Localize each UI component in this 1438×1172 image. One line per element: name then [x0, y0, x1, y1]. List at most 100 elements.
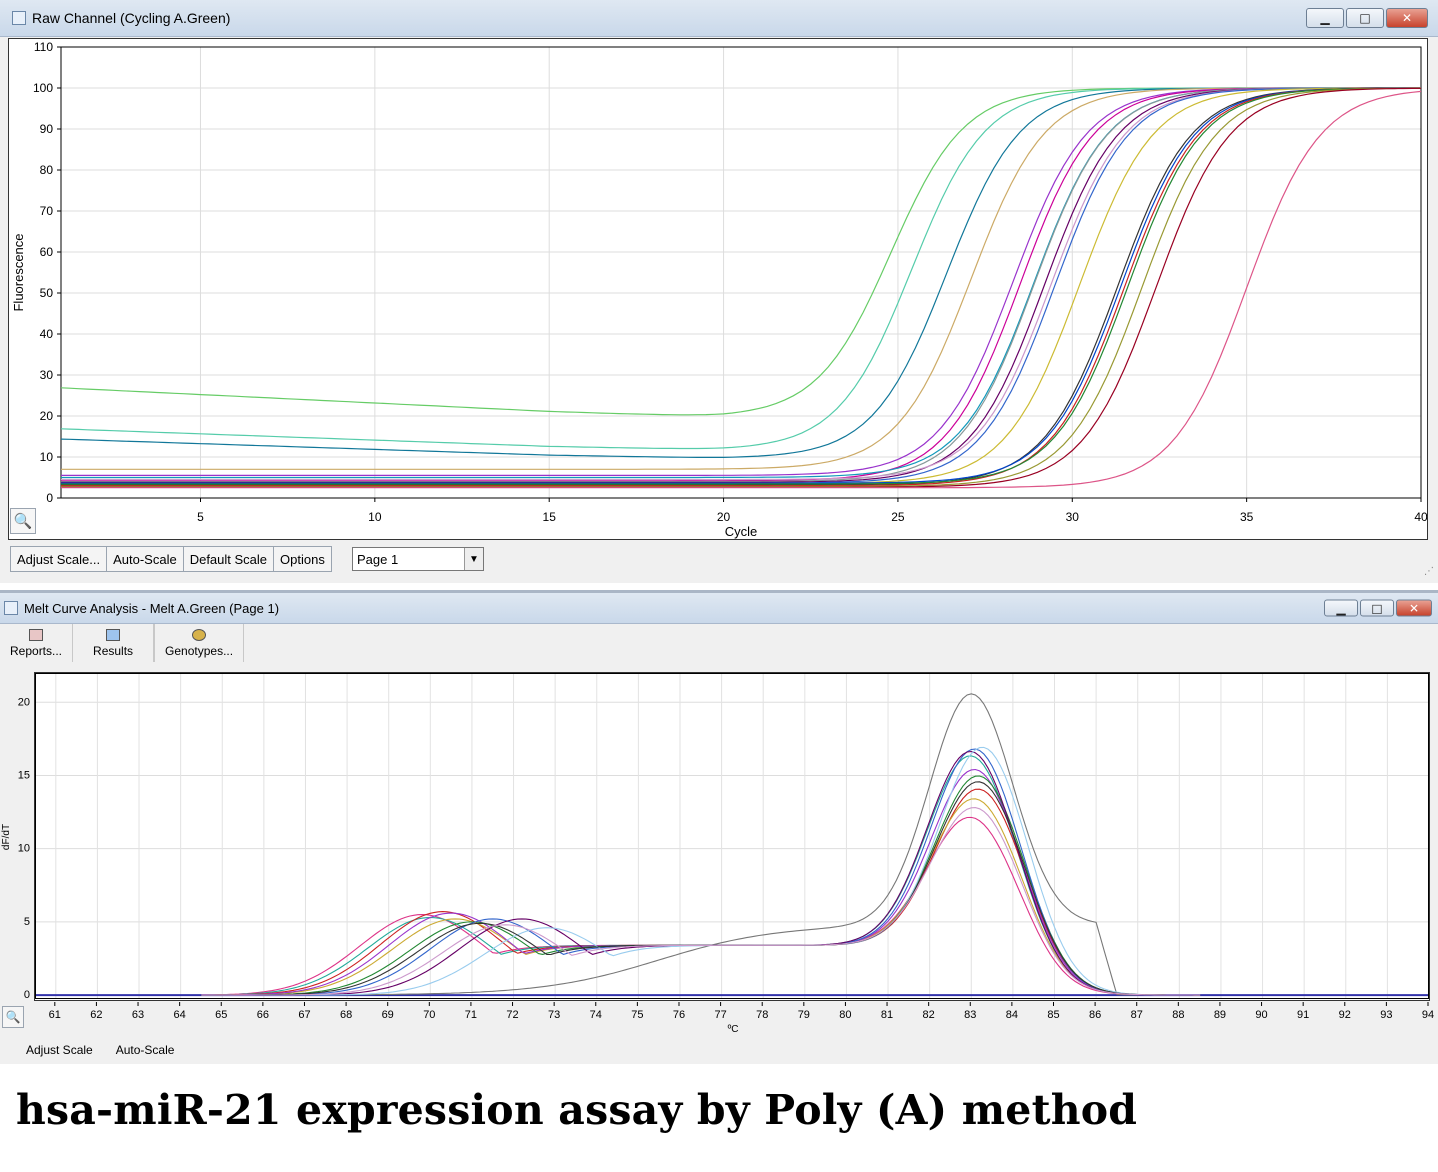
adjust-scale-button[interactable]: Adjust Scale...	[10, 546, 108, 572]
x-tick-label: 61	[49, 1009, 61, 1021]
genotypes-icon	[192, 628, 207, 641]
x-tick-label: 81	[881, 1009, 893, 1021]
x-tick-label: 76	[673, 1009, 685, 1021]
x-tick-label: 85	[1047, 1009, 1059, 1021]
x-tick-label: 89	[1214, 1009, 1226, 1021]
x-axis-label: ºC	[728, 1024, 739, 1035]
reports-label: Reports...	[10, 643, 63, 658]
resize-grip-icon[interactable]: ⋰	[1424, 566, 1434, 577]
x-tick-label: 67	[298, 1009, 310, 1021]
maximize-button[interactable]: □	[1346, 8, 1384, 28]
melt-curve	[201, 755, 1201, 996]
y-tick-label: 60	[40, 245, 54, 259]
y-tick-label: 0	[46, 491, 53, 505]
raw-channel-title: Raw Channel (Cycling A.Green)	[32, 10, 231, 26]
close-icon: ✕	[1401, 11, 1413, 25]
raw-channel-plot[interactable]: 0 10 20 30 40 50 60 70 80 90 100 110 5 10 15 20 25 30 35 40…	[8, 38, 1428, 540]
y-tick-label: 110	[34, 40, 53, 54]
melt-zoom-button[interactable]: 🔍	[2, 1006, 24, 1028]
melt-toolbar: Reports... Results Genotypes...	[0, 624, 1438, 662]
genotypes-button[interactable]: Genotypes...	[154, 624, 245, 662]
results-button[interactable]: Results	[73, 624, 155, 662]
raw-scale-buttons: Adjust Scale... Auto-Scale Default Scale…	[10, 546, 332, 572]
y-axis-label: dF/dT	[1, 824, 12, 850]
y-tick-label: 80	[40, 163, 54, 177]
y-tick-label: 90	[40, 122, 54, 136]
amplification-curve	[61, 87, 1421, 488]
melt-x-axis: 61 62 63 64 65 66 67 68 69 70 71 72 73 74 75 76 77 78 79 80…	[49, 1002, 1434, 1035]
melt-curve	[201, 746, 1201, 996]
x-tick-label: 83	[964, 1009, 976, 1021]
x-tick-label: 15	[543, 510, 557, 524]
amplification-curve	[61, 87, 1421, 481]
amplification-curve	[61, 87, 1421, 483]
melt-adjust-scale-button[interactable]: Adjust Scale	[26, 1043, 93, 1057]
amplification-curve	[61, 87, 1421, 485]
x-tick-label: 25	[891, 510, 905, 524]
raw-channel-titlebar[interactable]: Raw Channel (Cycling A.Green) ▁ □ ✕	[0, 0, 1438, 37]
melt-y-axis: 0 5 10 15 20 dF/dT	[1, 696, 30, 1001]
y-tick-label: 10	[18, 843, 30, 855]
auto-scale-button[interactable]: Auto-Scale	[106, 546, 184, 572]
maximize-icon: □	[1359, 11, 1371, 25]
amplification-curve	[61, 87, 1421, 486]
y-tick-label: 10	[40, 450, 54, 464]
x-tick-label: 20	[717, 510, 731, 524]
x-tick-label: 87	[1131, 1009, 1143, 1021]
melt-curve	[201, 781, 1201, 996]
minimize-button[interactable]: ▁	[1306, 8, 1344, 28]
x-tick-label: 90	[1255, 1009, 1267, 1021]
x-tick-label: 30	[1066, 510, 1080, 524]
y-axis-label: Fluorescence	[11, 233, 26, 311]
x-axis-label: Cycle	[725, 524, 758, 539]
raw-channel-window: Raw Channel (Cycling A.Green) ▁ □ ✕ 0 10 2…	[0, 0, 1438, 583]
x-tick-label: 74	[590, 1009, 602, 1021]
melt-curve-chart	[35, 673, 1430, 999]
magnifier-icon: 🔍	[13, 512, 33, 530]
zoom-button[interactable]: 🔍	[10, 508, 36, 534]
melt-minimize-button[interactable]: ▁	[1324, 599, 1358, 617]
raw-channel-chart: 0 10 20 30 40 50 60 70 80 90 100 110 5 10 15 20 25 30 35 40…	[11, 40, 1428, 539]
page-select[interactable]: Page 1 ▼	[352, 547, 484, 571]
x-tick-label: 70	[423, 1009, 435, 1021]
default-scale-button[interactable]: Default Scale	[182, 546, 275, 572]
y-tick-label: 0	[24, 989, 30, 1001]
melt-curve	[201, 775, 1201, 996]
melt-curve-title: Melt Curve Analysis - Melt A.Green (Page…	[24, 600, 280, 616]
results-label: Results	[93, 643, 134, 658]
y-tick-label: 20	[18, 696, 30, 708]
amplification-curve	[61, 87, 1421, 483]
amplification-curve	[61, 87, 1421, 482]
minimize-icon: ▁	[1336, 601, 1346, 615]
melt-curve-plot[interactable]	[34, 672, 1430, 1001]
melt-curve	[201, 807, 1201, 996]
x-tick-label: 64	[174, 1009, 186, 1021]
window-controls: ▁ □ ✕	[1306, 8, 1428, 28]
reports-button[interactable]: Reports...	[0, 624, 74, 662]
x-tick-label: 10	[368, 510, 382, 524]
melt-curve	[201, 768, 1201, 996]
figure-caption: hsa-miR-21 expression assay by Poly (A) …	[16, 1086, 1138, 1134]
melt-close-button[interactable]: ✕	[1396, 599, 1432, 617]
magnifier-window-icon	[4, 601, 18, 615]
options-button[interactable]: Options	[273, 546, 332, 572]
y-tick-label: 5	[24, 916, 30, 928]
x-tick-label: 62	[90, 1009, 102, 1021]
melt-curve-window: Melt Curve Analysis - Melt A.Green (Page…	[0, 590, 1438, 1064]
x-tick-label: 68	[340, 1009, 352, 1021]
x-tick-label: 93	[1380, 1009, 1392, 1021]
melt-curve	[201, 798, 1201, 996]
chart-window-icon	[12, 11, 26, 25]
melt-maximize-button[interactable]: □	[1360, 599, 1394, 617]
report-icon	[29, 628, 44, 641]
melt-auto-scale-button[interactable]: Auto-Scale	[115, 1043, 175, 1057]
melt-curve-titlebar[interactable]: Melt Curve Analysis - Melt A.Green (Page…	[0, 593, 1438, 624]
x-tick-label: 84	[1006, 1009, 1018, 1021]
amplification-curve	[61, 87, 1422, 485]
x-tick-label: 66	[257, 1009, 269, 1021]
close-button[interactable]: ✕	[1386, 8, 1428, 28]
amplification-curve	[61, 87, 1421, 484]
magnifier-icon: 🔍	[5, 1010, 21, 1024]
x-tick-label: 73	[548, 1009, 560, 1021]
amplification-curve	[61, 87, 1421, 476]
